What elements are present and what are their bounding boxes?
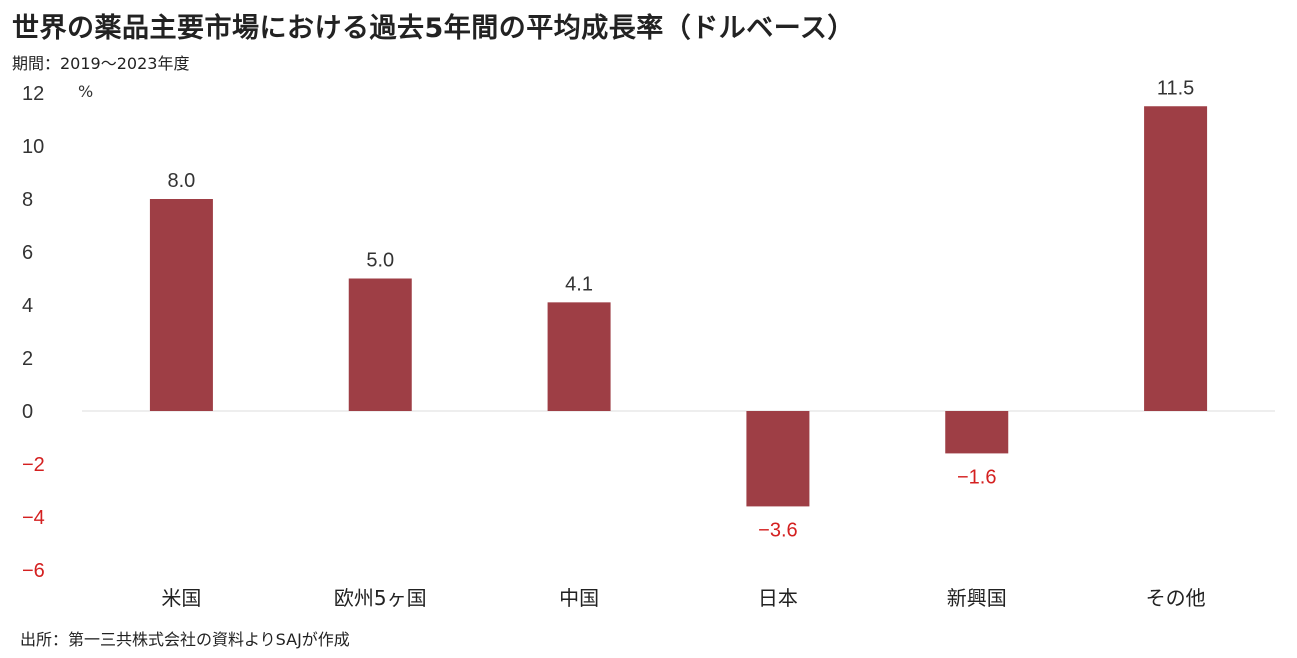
y-tick-label: −6 <box>22 560 45 582</box>
chart-title: 世界の薬品主要市場における過去5年間の平均成長率（ドルベース） <box>12 13 855 44</box>
bar <box>746 411 810 507</box>
y-tick-label: −2 <box>22 454 45 476</box>
bars <box>82 106 1275 507</box>
bar <box>348 278 412 411</box>
y-tick-label: 4 <box>22 295 33 317</box>
data-label: 4.1 <box>565 273 593 295</box>
bar <box>149 199 213 411</box>
source-note: 出所：第一三共株式会社の資料よりSAJが作成 <box>20 630 350 649</box>
y-tick-label: 2 <box>22 348 33 370</box>
category-label: 日本 <box>758 586 798 610</box>
y-unit-label: % <box>78 82 93 101</box>
data-label: −3.6 <box>758 519 797 541</box>
data-label: 5.0 <box>366 250 394 272</box>
category-label: 新興国 <box>947 586 1007 610</box>
chart-subtitle: 期間：2019～2023年度 <box>12 54 190 73</box>
bar <box>1144 106 1208 411</box>
bar <box>547 302 611 411</box>
data-label: 8.0 <box>168 170 196 192</box>
category-label: 欧州5ヶ国 <box>334 586 427 610</box>
category-label: 中国 <box>559 586 599 610</box>
data-label: 11.5 <box>1157 77 1194 99</box>
y-tick-label: 0 <box>22 401 33 423</box>
data-labels: 8.0 5.0 4.1 −3.6 −1.6 11.5 <box>168 77 1195 541</box>
category-labels: 米国 欧州5ヶ国 中国 日本 新興国 その他 <box>161 586 1205 610</box>
y-tick-label: 12 <box>22 83 44 105</box>
category-label: 米国 <box>161 586 201 610</box>
bar <box>945 411 1009 454</box>
y-tick-label: 10 <box>22 136 44 158</box>
y-tick-label: 8 <box>22 189 33 211</box>
y-axis-ticks: 12 10 8 6 4 2 0 −2 −4 −6% <box>22 82 93 582</box>
y-tick-label: −4 <box>22 507 45 529</box>
data-label: −1.6 <box>957 466 996 488</box>
category-label: その他 <box>1146 586 1206 610</box>
y-tick-label: 6 <box>22 242 33 264</box>
